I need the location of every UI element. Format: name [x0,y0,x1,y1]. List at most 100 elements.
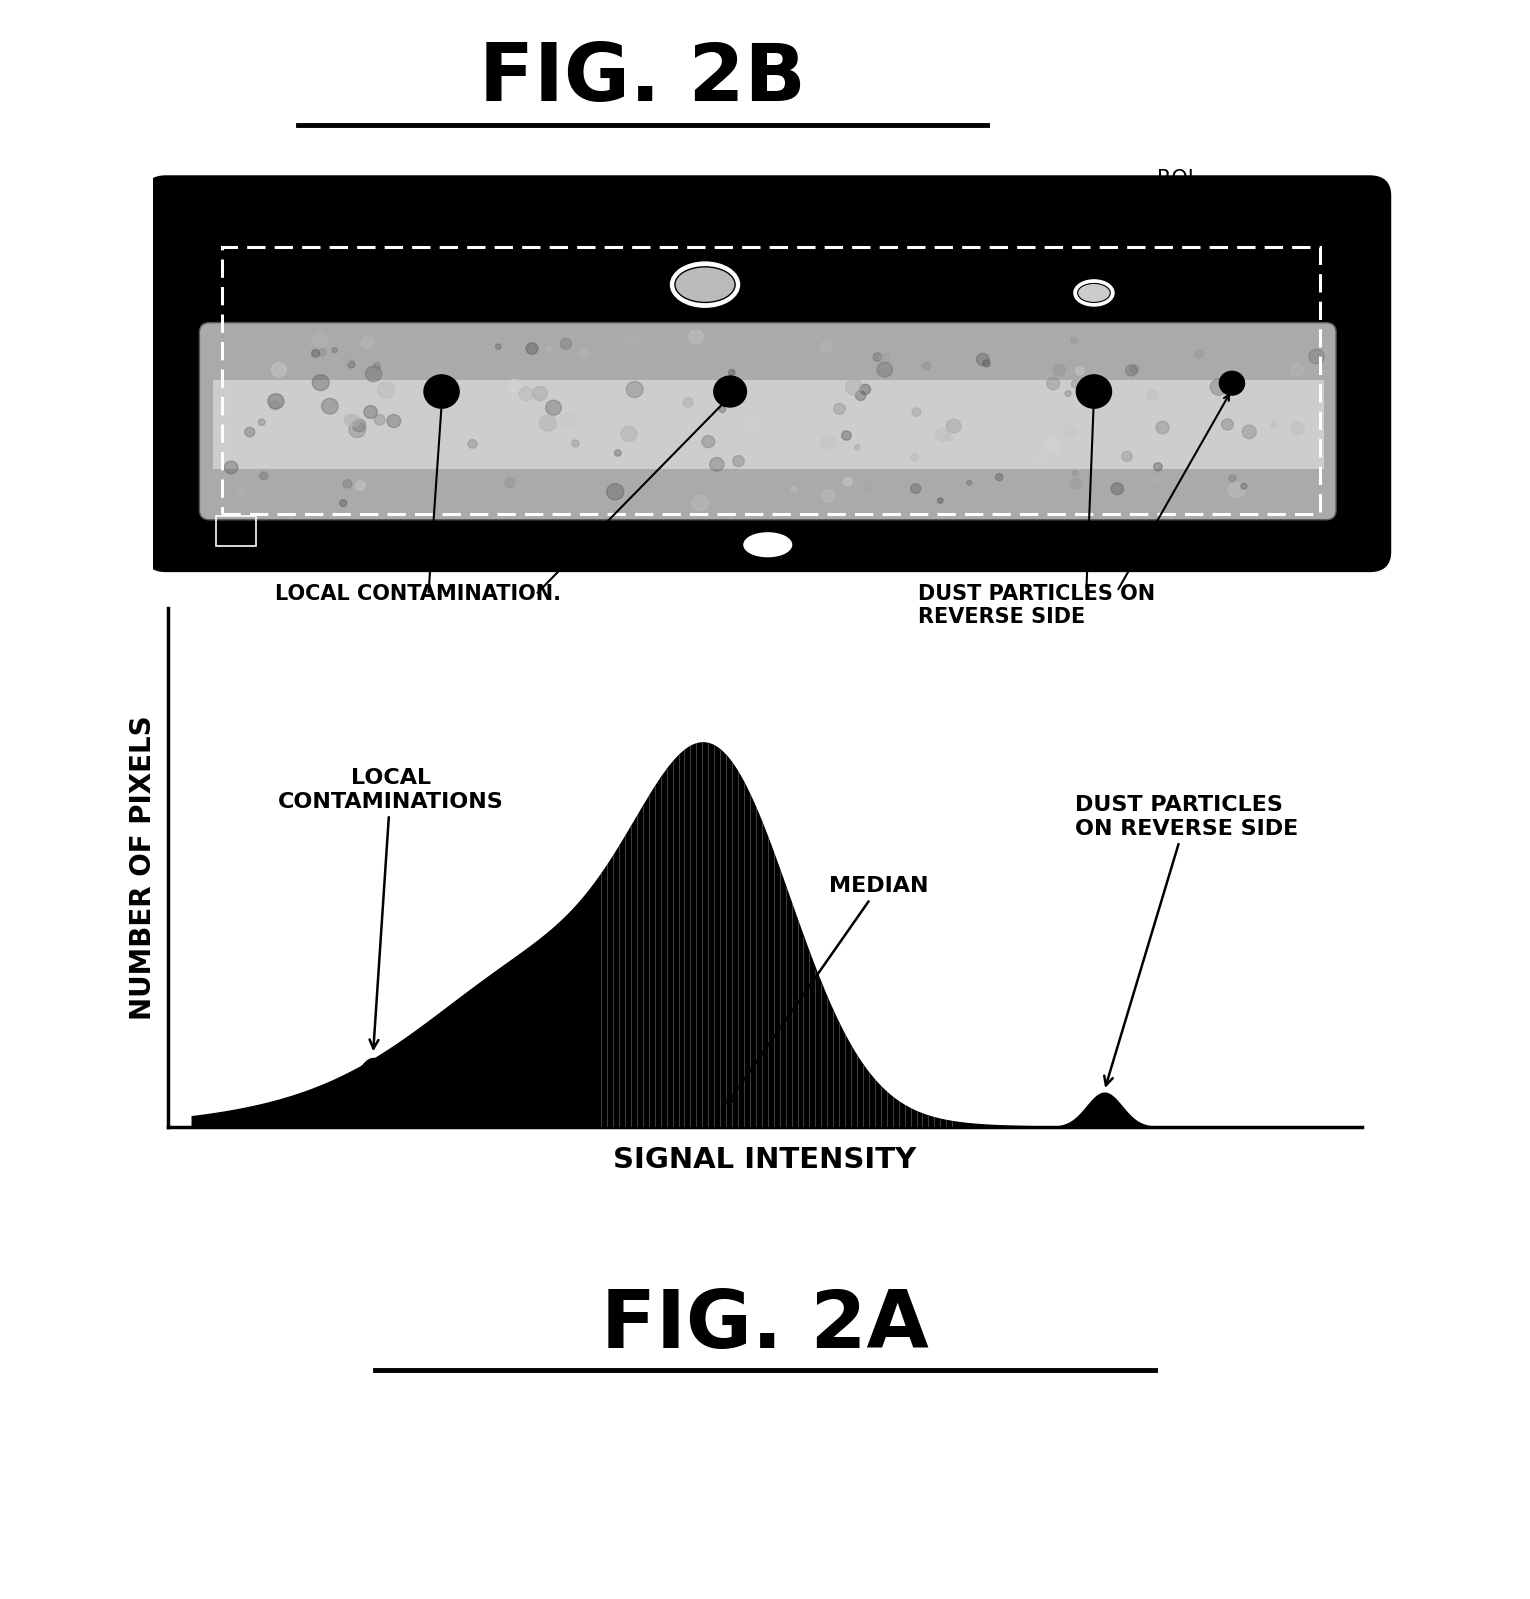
Circle shape [505,478,516,488]
Circle shape [692,496,708,510]
Circle shape [519,387,534,401]
Circle shape [695,360,702,368]
Circle shape [1073,470,1079,477]
Circle shape [947,419,961,433]
Circle shape [1077,385,1092,400]
Circle shape [1071,337,1077,344]
Circle shape [526,342,539,355]
Circle shape [361,337,373,349]
Circle shape [820,342,832,352]
Circle shape [855,390,866,400]
Circle shape [580,349,589,357]
Circle shape [373,363,381,369]
Circle shape [623,329,640,345]
Circle shape [719,406,725,413]
Circle shape [1063,425,1077,438]
Circle shape [1271,422,1278,427]
Circle shape [996,473,1002,481]
Circle shape [546,347,552,353]
Circle shape [1195,350,1204,358]
Ellipse shape [1077,283,1111,302]
Text: DUST PARTICLES ON
REVERSE SIDE: DUST PARTICLES ON REVERSE SIDE [918,584,1155,627]
Circle shape [747,417,759,429]
Circle shape [1047,377,1060,390]
Circle shape [842,432,851,440]
Circle shape [877,363,892,377]
Circle shape [843,478,852,486]
Circle shape [572,440,580,446]
Circle shape [615,449,621,456]
Text: FIG. 2B: FIG. 2B [479,40,806,118]
Circle shape [259,419,265,425]
Circle shape [946,433,953,441]
Circle shape [967,480,972,484]
Text: SIGNAL INTENSITY: SIGNAL INTENSITY [614,1146,916,1175]
Circle shape [976,353,990,366]
Ellipse shape [1074,280,1114,305]
Circle shape [1121,451,1132,461]
Circle shape [923,363,930,369]
Y-axis label: NUMBER OF PIXELS: NUMBER OF PIXELS [129,715,158,1020]
Circle shape [1221,419,1233,430]
Circle shape [1053,365,1065,376]
Circle shape [312,374,329,390]
Circle shape [378,382,395,398]
Circle shape [1069,478,1082,489]
Circle shape [375,414,386,425]
Circle shape [1077,374,1111,408]
Circle shape [702,435,715,448]
Circle shape [1157,422,1169,433]
Circle shape [496,344,502,349]
Circle shape [508,379,522,392]
Circle shape [1241,483,1247,489]
Circle shape [245,427,256,437]
Circle shape [688,329,704,344]
Circle shape [364,406,378,419]
Circle shape [982,360,990,368]
Circle shape [1229,481,1245,497]
Circle shape [343,358,350,365]
Text: LOCAL
CONTAMINATIONS: LOCAL CONTAMINATIONS [278,769,503,1049]
Circle shape [1242,425,1256,438]
Circle shape [1210,379,1227,395]
Circle shape [366,366,382,382]
Circle shape [332,347,338,353]
Circle shape [321,398,338,414]
Circle shape [682,398,693,408]
Circle shape [846,379,863,395]
FancyBboxPatch shape [147,177,1389,569]
Circle shape [271,363,286,377]
Circle shape [344,414,356,425]
Circle shape [855,445,860,449]
Circle shape [560,339,572,349]
Circle shape [260,472,268,480]
Text: DUST PARTICLES
ON REVERSE SIDE: DUST PARTICLES ON REVERSE SIDE [1076,795,1299,1086]
Circle shape [540,416,557,432]
Circle shape [733,456,744,467]
Text: MEDIAN: MEDIAN [727,876,929,1103]
Circle shape [912,408,921,416]
Circle shape [1291,363,1304,376]
Circle shape [387,414,401,427]
Circle shape [312,333,327,347]
Circle shape [715,376,747,408]
Circle shape [938,497,942,504]
Circle shape [1308,349,1325,363]
Circle shape [935,429,949,441]
Circle shape [340,500,347,507]
Circle shape [236,486,246,496]
Circle shape [1154,462,1163,470]
Circle shape [820,437,835,451]
Circle shape [910,454,918,461]
FancyBboxPatch shape [199,323,1336,520]
Circle shape [1146,390,1158,401]
Circle shape [1291,422,1304,435]
Circle shape [626,382,643,398]
Text: LOCAL CONTAMINATION.: LOCAL CONTAMINATION. [275,584,562,604]
Circle shape [312,350,320,357]
Circle shape [1126,365,1137,376]
Circle shape [1076,366,1083,374]
Circle shape [428,363,444,376]
Circle shape [822,489,834,502]
Circle shape [347,361,355,368]
